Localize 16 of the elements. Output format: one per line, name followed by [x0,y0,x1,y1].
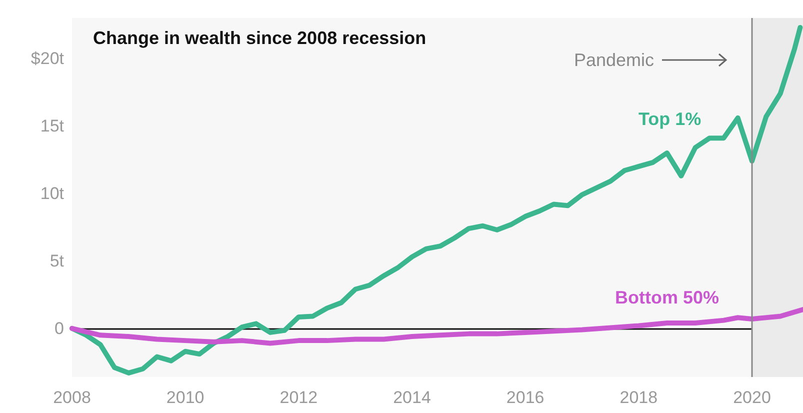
series-label: Top 1% [638,109,702,130]
y-tick-label: 0 [54,318,64,338]
series-label: Bottom 50% [614,287,720,308]
x-tick-label: 2018 [620,388,658,407]
x-tick-label: 2012 [280,388,318,407]
y-tick-label: 10t [40,184,64,203]
x-tick-label: 2008 [53,388,91,407]
x-tick-label: 2014 [393,388,431,407]
y-tick-label: $20t [30,48,64,68]
ref-line-label: Pandemic [574,50,654,70]
y-tick-label: 15t [40,116,64,136]
y-tick-label: 5t [50,251,64,270]
text: Change in wealth since 2008 recession [93,28,426,48]
x-tick-label: 2016 [506,388,544,407]
x-tick-label: 2020 [733,388,771,407]
x-tick-label: 2010 [166,388,204,407]
